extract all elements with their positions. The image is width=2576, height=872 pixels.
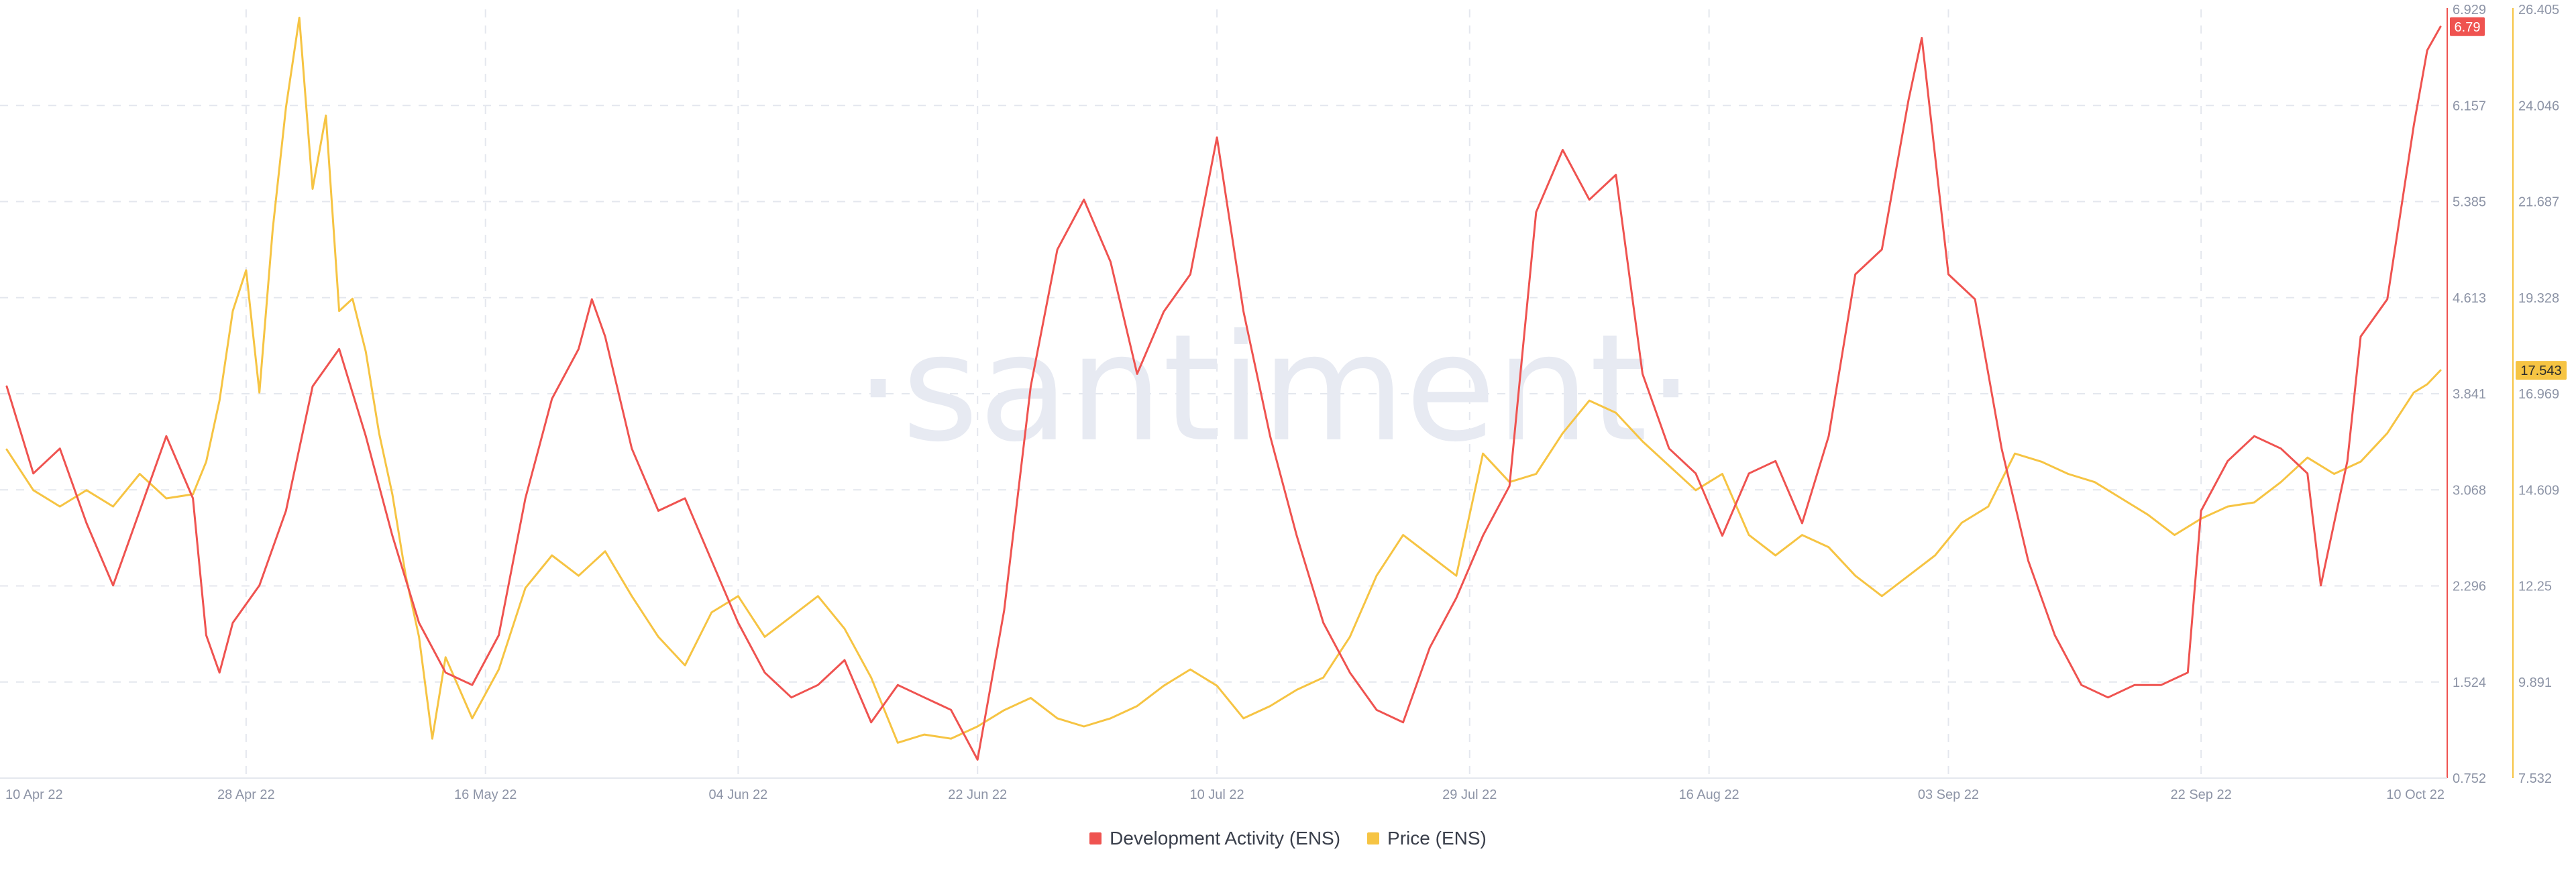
x-axis-tick-label: 03 Sep 22 <box>1918 787 1979 802</box>
x-axis-tick-label: 16 Aug 22 <box>1679 787 1739 802</box>
right-axis-tick-label: 9.891 <box>2518 675 2552 690</box>
santiment-watermark: ·santiment· <box>855 303 1694 474</box>
left-axis-tick-label: 1.524 <box>2453 675 2486 690</box>
right-axis-tick-label: 7.532 <box>2518 771 2552 786</box>
left-axis-tick-label: 5.385 <box>2453 195 2486 210</box>
left-axis-tick-label: 3.068 <box>2453 483 2486 498</box>
chart-legend: Development Activity (ENS) Price (ENS) <box>0 828 2576 849</box>
left-axis-tick-label: 6.157 <box>2453 99 2486 113</box>
legend-label-price: Price (ENS) <box>1387 828 1487 849</box>
series-line-dev-activity <box>5 25 2442 761</box>
legend-swatch-price <box>1367 832 1380 844</box>
x-axis-tick-label: 22 Jun 22 <box>948 787 1007 802</box>
right-axis-tick-label: 21.687 <box>2518 195 2559 210</box>
left-axis-tick-label: 2.296 <box>2453 580 2486 594</box>
legend-item-dev-activity[interactable]: Development Activity (ENS) <box>1089 828 1340 849</box>
left-current-value-bg <box>2450 17 2485 36</box>
x-axis-tick-label: 10 Jul 22 <box>1190 787 1244 802</box>
left-axis-tick-label: 0.752 <box>2453 771 2486 786</box>
legend-label-dev-activity: Development Activity (ENS) <box>1110 828 1341 849</box>
left-axis-ticks: 6.929 6.157 5.385 4.613 3.841 3.068 2.296 1.524… <box>2453 3 2486 786</box>
current-value-markers: 6.79 17.543 <box>2450 17 2567 380</box>
x-axis-tick-label: 29 Jul 22 <box>1442 787 1497 802</box>
right-axis-tick-label: 16.969 <box>2518 387 2559 402</box>
right-axis-tick-label: 19.328 <box>2518 291 2559 306</box>
left-axis-tick-label: 3.841 <box>2453 387 2486 402</box>
right-axis-tick-label: 26.405 <box>2518 3 2559 17</box>
x-axis-tick-label: 28 Apr 22 <box>217 787 275 802</box>
series-line-price <box>5 16 2442 744</box>
right-axis-tick-label: 24.046 <box>2518 99 2559 113</box>
legend-swatch-dev-activity <box>1089 832 1102 844</box>
legend-item-price[interactable]: Price (ENS) <box>1367 828 1487 849</box>
left-current-value-text: 6.79 <box>2455 20 2481 35</box>
right-axis-tick-label: 14.609 <box>2518 483 2559 498</box>
right-current-value-bg <box>2516 361 2567 380</box>
x-axis-tick-label: 22 Sep 22 <box>2171 787 2232 802</box>
left-axis-tick-label: 6.929 <box>2453 3 2486 17</box>
right-current-value-text: 17.543 <box>2520 364 2561 378</box>
series-layer <box>5 16 2442 761</box>
right-axis-tick-label: 12.25 <box>2518 580 2552 594</box>
x-axis-tick-label: 10 Apr 22 <box>5 787 63 802</box>
right-axis-ticks: 26.405 24.046 21.687 19.328 16.969 14.609 12.2… <box>2518 3 2559 786</box>
x-axis-tick-label: 16 May 22 <box>454 787 517 802</box>
left-axis-tick-label: 4.613 <box>2453 291 2486 306</box>
x-axis-tick-label: 04 Jun 22 <box>708 787 767 802</box>
x-axis-ticks: 10 Apr 22 28 Apr 22 16 May 22 04 Jun 22 22 J… <box>5 787 2445 802</box>
horizontal-grid <box>0 105 2447 683</box>
x-axis-tick-label: 10 Oct 22 <box>2386 787 2445 802</box>
